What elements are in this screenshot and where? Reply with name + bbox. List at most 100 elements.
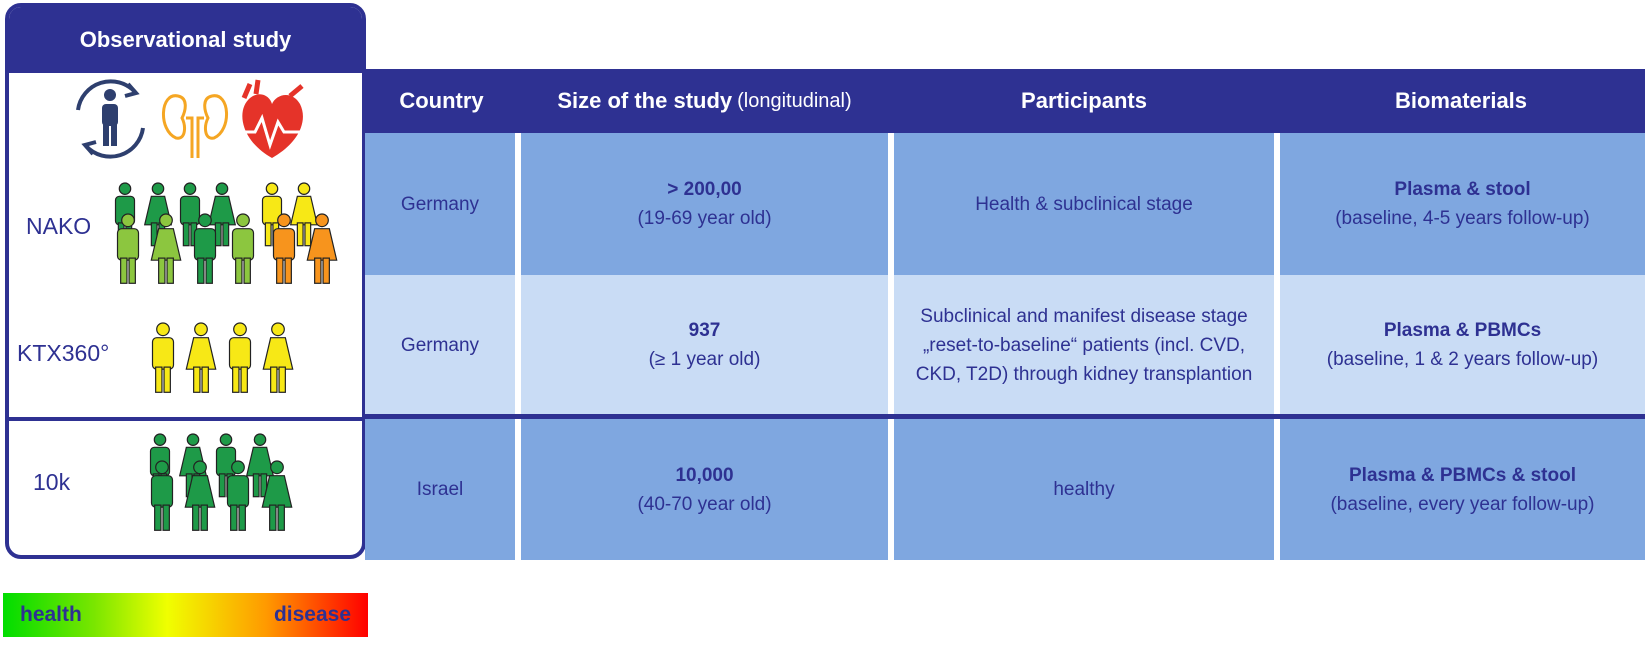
person-part: [270, 366, 278, 393]
participants-line: „reset-to-baseline“ patients (incl. CVD,: [922, 334, 1246, 356]
person-part: [240, 366, 248, 393]
person-part: [296, 222, 304, 247]
heart-icon: [238, 79, 306, 158]
person-part: [182, 222, 190, 247]
follow-up: (baseline, every year follow-up): [1330, 493, 1595, 515]
person-part: [186, 433, 200, 446]
country: Israel: [416, 479, 464, 500]
table-cell: > 200,00 (19-69 year old): [521, 133, 888, 275]
person-part: [159, 213, 173, 228]
person-icon: [261, 460, 293, 531]
country: Germany: [400, 334, 480, 356]
person-part: [185, 337, 217, 370]
study-size: 10,000: [675, 464, 734, 486]
person-part: [121, 213, 135, 228]
header-text: Size of the study: [557, 88, 733, 113]
header-cell: Participants: [1021, 88, 1147, 113]
person-part: [315, 213, 329, 228]
person-part: [278, 366, 286, 393]
row-separator: [365, 414, 1645, 419]
participants-line: Health & subclinical stage: [975, 193, 1193, 215]
person-part: [245, 446, 275, 477]
biomaterials: Plasma & PBMCs & stool: [1349, 464, 1576, 486]
person-icon: [150, 213, 182, 284]
person-part: [151, 182, 165, 195]
person-part: [261, 475, 293, 508]
person-part: [193, 460, 207, 475]
study-name: KTX360°: [17, 340, 110, 366]
biomaterials: Plasma & stool: [1394, 179, 1531, 200]
person-part: [314, 257, 322, 284]
person-part: [150, 475, 174, 508]
table-header: [365, 69, 1645, 133]
person-part: [277, 504, 285, 531]
participants-line: CKD, T2D) through kidney transplantion: [915, 363, 1253, 385]
person-part: [205, 257, 213, 284]
person-part: [179, 195, 201, 226]
person-part: [297, 182, 311, 195]
icons: [76, 79, 338, 531]
person-part: [272, 228, 296, 261]
person-part: [276, 257, 284, 284]
person-icon: [289, 182, 319, 247]
person-part: [261, 195, 283, 226]
person-part: [156, 322, 170, 337]
person-part: [231, 460, 245, 475]
table-cell: healthy: [894, 419, 1274, 560]
person-part: [118, 182, 132, 195]
person-part: [193, 228, 217, 261]
person-part: [214, 222, 222, 247]
person-part: [162, 504, 170, 531]
person-part: [194, 322, 208, 337]
person-part: [201, 366, 209, 393]
follow-up: (baseline, 4-5 years follow-up): [1335, 208, 1590, 229]
table-cell: Germany: [365, 133, 515, 275]
person-part: [200, 504, 208, 531]
table-cell: 937 (≥ 1 year old): [521, 275, 888, 415]
participants-line: Subclinical and manifest disease stage: [920, 305, 1248, 327]
age-range: (19-69 year old): [637, 208, 772, 229]
age-range: (≥ 1 year old): [648, 349, 761, 370]
person-part: [226, 475, 250, 508]
person-icon: [228, 322, 252, 393]
table-cell: Subclinical and manifest disease stage „r…: [894, 275, 1274, 415]
person-part: [238, 504, 246, 531]
person-part: [228, 337, 252, 370]
study-name: 10k: [33, 469, 71, 495]
person-part: [304, 222, 312, 247]
person-part: [128, 257, 136, 284]
table-cell: Israel: [365, 419, 515, 560]
person-icon: [179, 182, 201, 247]
header-cell: Size of the study (longitudinal): [518, 69, 891, 133]
person-part: [215, 182, 229, 195]
person-part: [265, 182, 279, 195]
person-part: [184, 475, 216, 508]
person-part: [166, 257, 174, 284]
table-cell: Plasma & PBMCs & stool (baseline, every y…: [1280, 419, 1645, 560]
kidney-icon: [162, 94, 228, 158]
person-part: [289, 195, 319, 226]
person-part: [150, 228, 182, 261]
person-icon: [226, 460, 250, 531]
person-icon: [151, 322, 175, 393]
person-part: [236, 213, 250, 228]
table-cell: 10,000 (40-70 year old): [521, 419, 888, 560]
cycle-person-icon: [76, 79, 145, 159]
person-part: [230, 504, 238, 531]
study-size: > 200,00: [667, 179, 742, 200]
person-icon: [245, 433, 275, 498]
person-part: [192, 504, 200, 531]
person-part: [243, 257, 251, 284]
person-part: [197, 257, 205, 284]
person-icon: [306, 213, 338, 284]
country: Germany: [400, 193, 480, 215]
person-part: [322, 257, 330, 284]
person-part: [271, 322, 285, 337]
biomaterials: Plasma & PBMCs: [1383, 320, 1542, 341]
person-icon: [193, 213, 217, 284]
person-icon: [207, 182, 237, 247]
header-note: (longitudinal): [737, 89, 852, 112]
person-icon: [150, 460, 174, 531]
person-part: [219, 433, 233, 446]
